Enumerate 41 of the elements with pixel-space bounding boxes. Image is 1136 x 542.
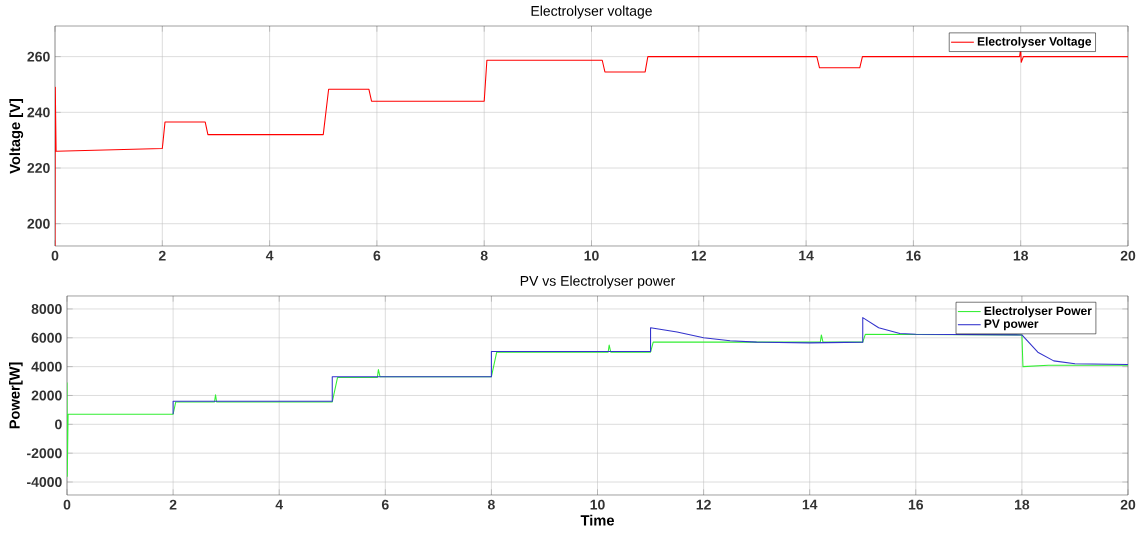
x-tick-label: 2 (169, 499, 177, 510)
x-tick-label: 4 (275, 499, 284, 510)
legend-label: Electrolyser Voltage (977, 36, 1092, 49)
y-tick-label: 2000 (31, 390, 62, 401)
y-tick-label: -2000 (27, 448, 62, 459)
x-tick-label: 16 (906, 250, 921, 261)
x-tick-label: 14 (799, 250, 814, 261)
chart-title: Electrolyser voltage (531, 5, 652, 19)
y-tick-label: -4000 (27, 477, 62, 487)
y-tick-label: 200 (27, 218, 50, 229)
x-tick-label: 18 (1014, 499, 1030, 510)
x-tick-label: 16 (908, 499, 924, 510)
y-tick-label: 220 (27, 163, 50, 173)
y-tick-label: 8000 (31, 304, 62, 314)
y-tick-label: 260 (27, 51, 50, 62)
x-tick-label: 12 (691, 250, 707, 261)
x-tick-label: 6 (381, 499, 389, 510)
y-tick-label: 4000 (31, 361, 62, 372)
x-tick-label: 8 (487, 499, 495, 510)
x-tick-label: 20 (1120, 250, 1136, 261)
x-tick-label: 0 (63, 499, 71, 510)
x-tick-label: 6 (373, 250, 381, 261)
y-tick-label: 240 (27, 107, 50, 118)
x-tick-label: 4 (265, 250, 274, 261)
x-tick-label: 12 (696, 499, 711, 510)
y-tick-label: 6000 (31, 332, 62, 343)
x-axis-title: Time (580, 514, 614, 526)
legend-label: Electrolyser Power (984, 306, 1092, 318)
legend-label: PV power (984, 319, 1039, 331)
x-tick-label: 10 (590, 499, 605, 510)
chart-title: PV vs Electrolyser power (520, 275, 676, 289)
x-tick-label: 20 (1120, 499, 1136, 510)
x-tick-label: 18 (1013, 250, 1029, 261)
y-axis-title: Voltage [V] (9, 99, 24, 174)
x-tick-label: 8 (480, 250, 488, 261)
x-tick-label: 10 (584, 250, 599, 261)
y-axis-title: Power[W] (9, 362, 23, 429)
x-tick-label: 14 (802, 499, 818, 510)
line-series (172, 317, 1128, 415)
y-tick-label: 0 (55, 419, 62, 430)
x-tick-label: 2 (158, 250, 166, 261)
